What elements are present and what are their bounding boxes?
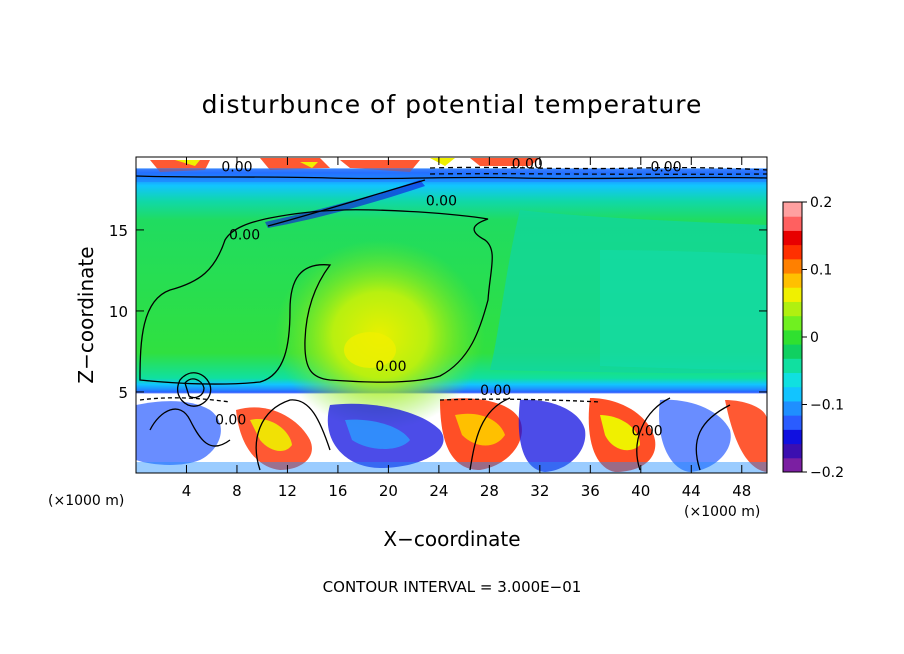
colorbar-swatch <box>783 443 802 459</box>
colorbar-swatch <box>783 287 802 302</box>
colorbar-swatch <box>783 273 802 288</box>
colorbar-tick-label: −0.2 <box>810 465 844 481</box>
colorbar-swatch <box>783 457 802 473</box>
contour-interval-note: CONTOUR INTERVAL = 3.000E−01 <box>323 578 582 596</box>
colorbar-swatch <box>783 202 802 217</box>
x-axis-label: X−coordinate <box>383 527 520 551</box>
field-cyan-band <box>600 250 767 370</box>
contour-top <box>136 175 767 180</box>
contour-top-dashed <box>429 166 767 175</box>
x-tick-label: 16 <box>328 482 347 500</box>
plot-frame <box>135 156 768 474</box>
x-tick-label: 20 <box>379 482 398 500</box>
contour-label: 0.00 <box>480 383 511 399</box>
chart-title: disturbunce of potential temperature <box>202 90 703 119</box>
x-tick-label: 24 <box>429 482 448 500</box>
y-tick-label: 15 <box>109 222 128 240</box>
colorbar-swatch <box>783 372 802 388</box>
contour-streak <box>267 179 426 227</box>
colorbar: 0.2 0.1 0 −0.1 −0.2 <box>782 195 844 481</box>
field-cool-region <box>490 210 767 374</box>
x-tick-label: 40 <box>631 482 650 500</box>
y-tick-label: 5 <box>118 384 128 402</box>
colorbar-tick-label: 0.1 <box>810 263 832 279</box>
colorbar-tick-label: 0.2 <box>810 195 832 211</box>
contour-label: 0.00 <box>426 194 457 210</box>
plot-area: 0.00 0.00 0.00 0.00 0.00 0.00 0.00 0.00 0.00 <box>136 156 767 473</box>
x-tick-label: 8 <box>232 482 242 500</box>
colorbar-swatch <box>783 386 802 402</box>
x-tick-label: 44 <box>682 482 701 500</box>
contour-label: 0.00 <box>375 359 406 375</box>
contour-lower <box>149 397 731 471</box>
colorbar-swatch <box>783 301 802 317</box>
colorbar-swatch <box>783 344 802 359</box>
colorbar-swatch <box>783 216 802 231</box>
contour-label: 0.00 <box>229 228 260 244</box>
colorbar-swatch <box>783 315 802 331</box>
y-axis: 5 10 15 <box>109 222 767 402</box>
colorbar-tick-label: 0 <box>810 330 819 346</box>
x-tick-label: 12 <box>278 482 297 500</box>
contour-zero-main <box>139 209 493 385</box>
contour-label: 0.00 <box>650 160 681 176</box>
colorbar-swatch <box>783 230 802 246</box>
colorbar-swatch <box>783 329 802 345</box>
colorbar-swatch <box>783 358 802 374</box>
contour-labels: 0.00 0.00 0.00 0.00 0.00 0.00 0.00 0.00 0.00 <box>215 156 682 440</box>
x-tick-label: 32 <box>530 482 549 500</box>
contour-left-cluster <box>177 372 212 407</box>
contour-label: 0.00 <box>632 424 663 440</box>
x-tick-label: 4 <box>182 482 192 500</box>
contour-label: 0.00 <box>512 156 543 172</box>
colorbar-tick-label: −0.1 <box>810 398 844 414</box>
contour-label: 0.00 <box>215 412 246 428</box>
colorbar-swatch <box>783 429 802 445</box>
x-tick-label: 48 <box>732 482 751 500</box>
colorbar-swatch <box>783 258 802 274</box>
x-unit-label: (×1000 m) <box>684 504 760 520</box>
field-top-yellow <box>175 158 455 168</box>
x-tick-label: 36 <box>581 482 600 500</box>
colorbar-swatch <box>783 244 802 260</box>
x-tick-label: 28 <box>480 482 499 500</box>
contour-label: 0.00 <box>221 160 252 176</box>
field-warm-core <box>344 332 396 368</box>
colorbar-swatch <box>783 415 802 430</box>
contour-lines <box>136 166 767 471</box>
y-tick-label: 10 <box>109 303 128 321</box>
contour-lower-dashed <box>139 397 601 403</box>
colorbar-swatch <box>783 400 802 416</box>
y-unit-label: (×1000 m) <box>48 493 124 509</box>
x-axis: 4 8 12 16 20 24 28 32 36 40 44 48 <box>182 157 751 500</box>
y-axis-label: Z−coordinate <box>74 246 98 383</box>
